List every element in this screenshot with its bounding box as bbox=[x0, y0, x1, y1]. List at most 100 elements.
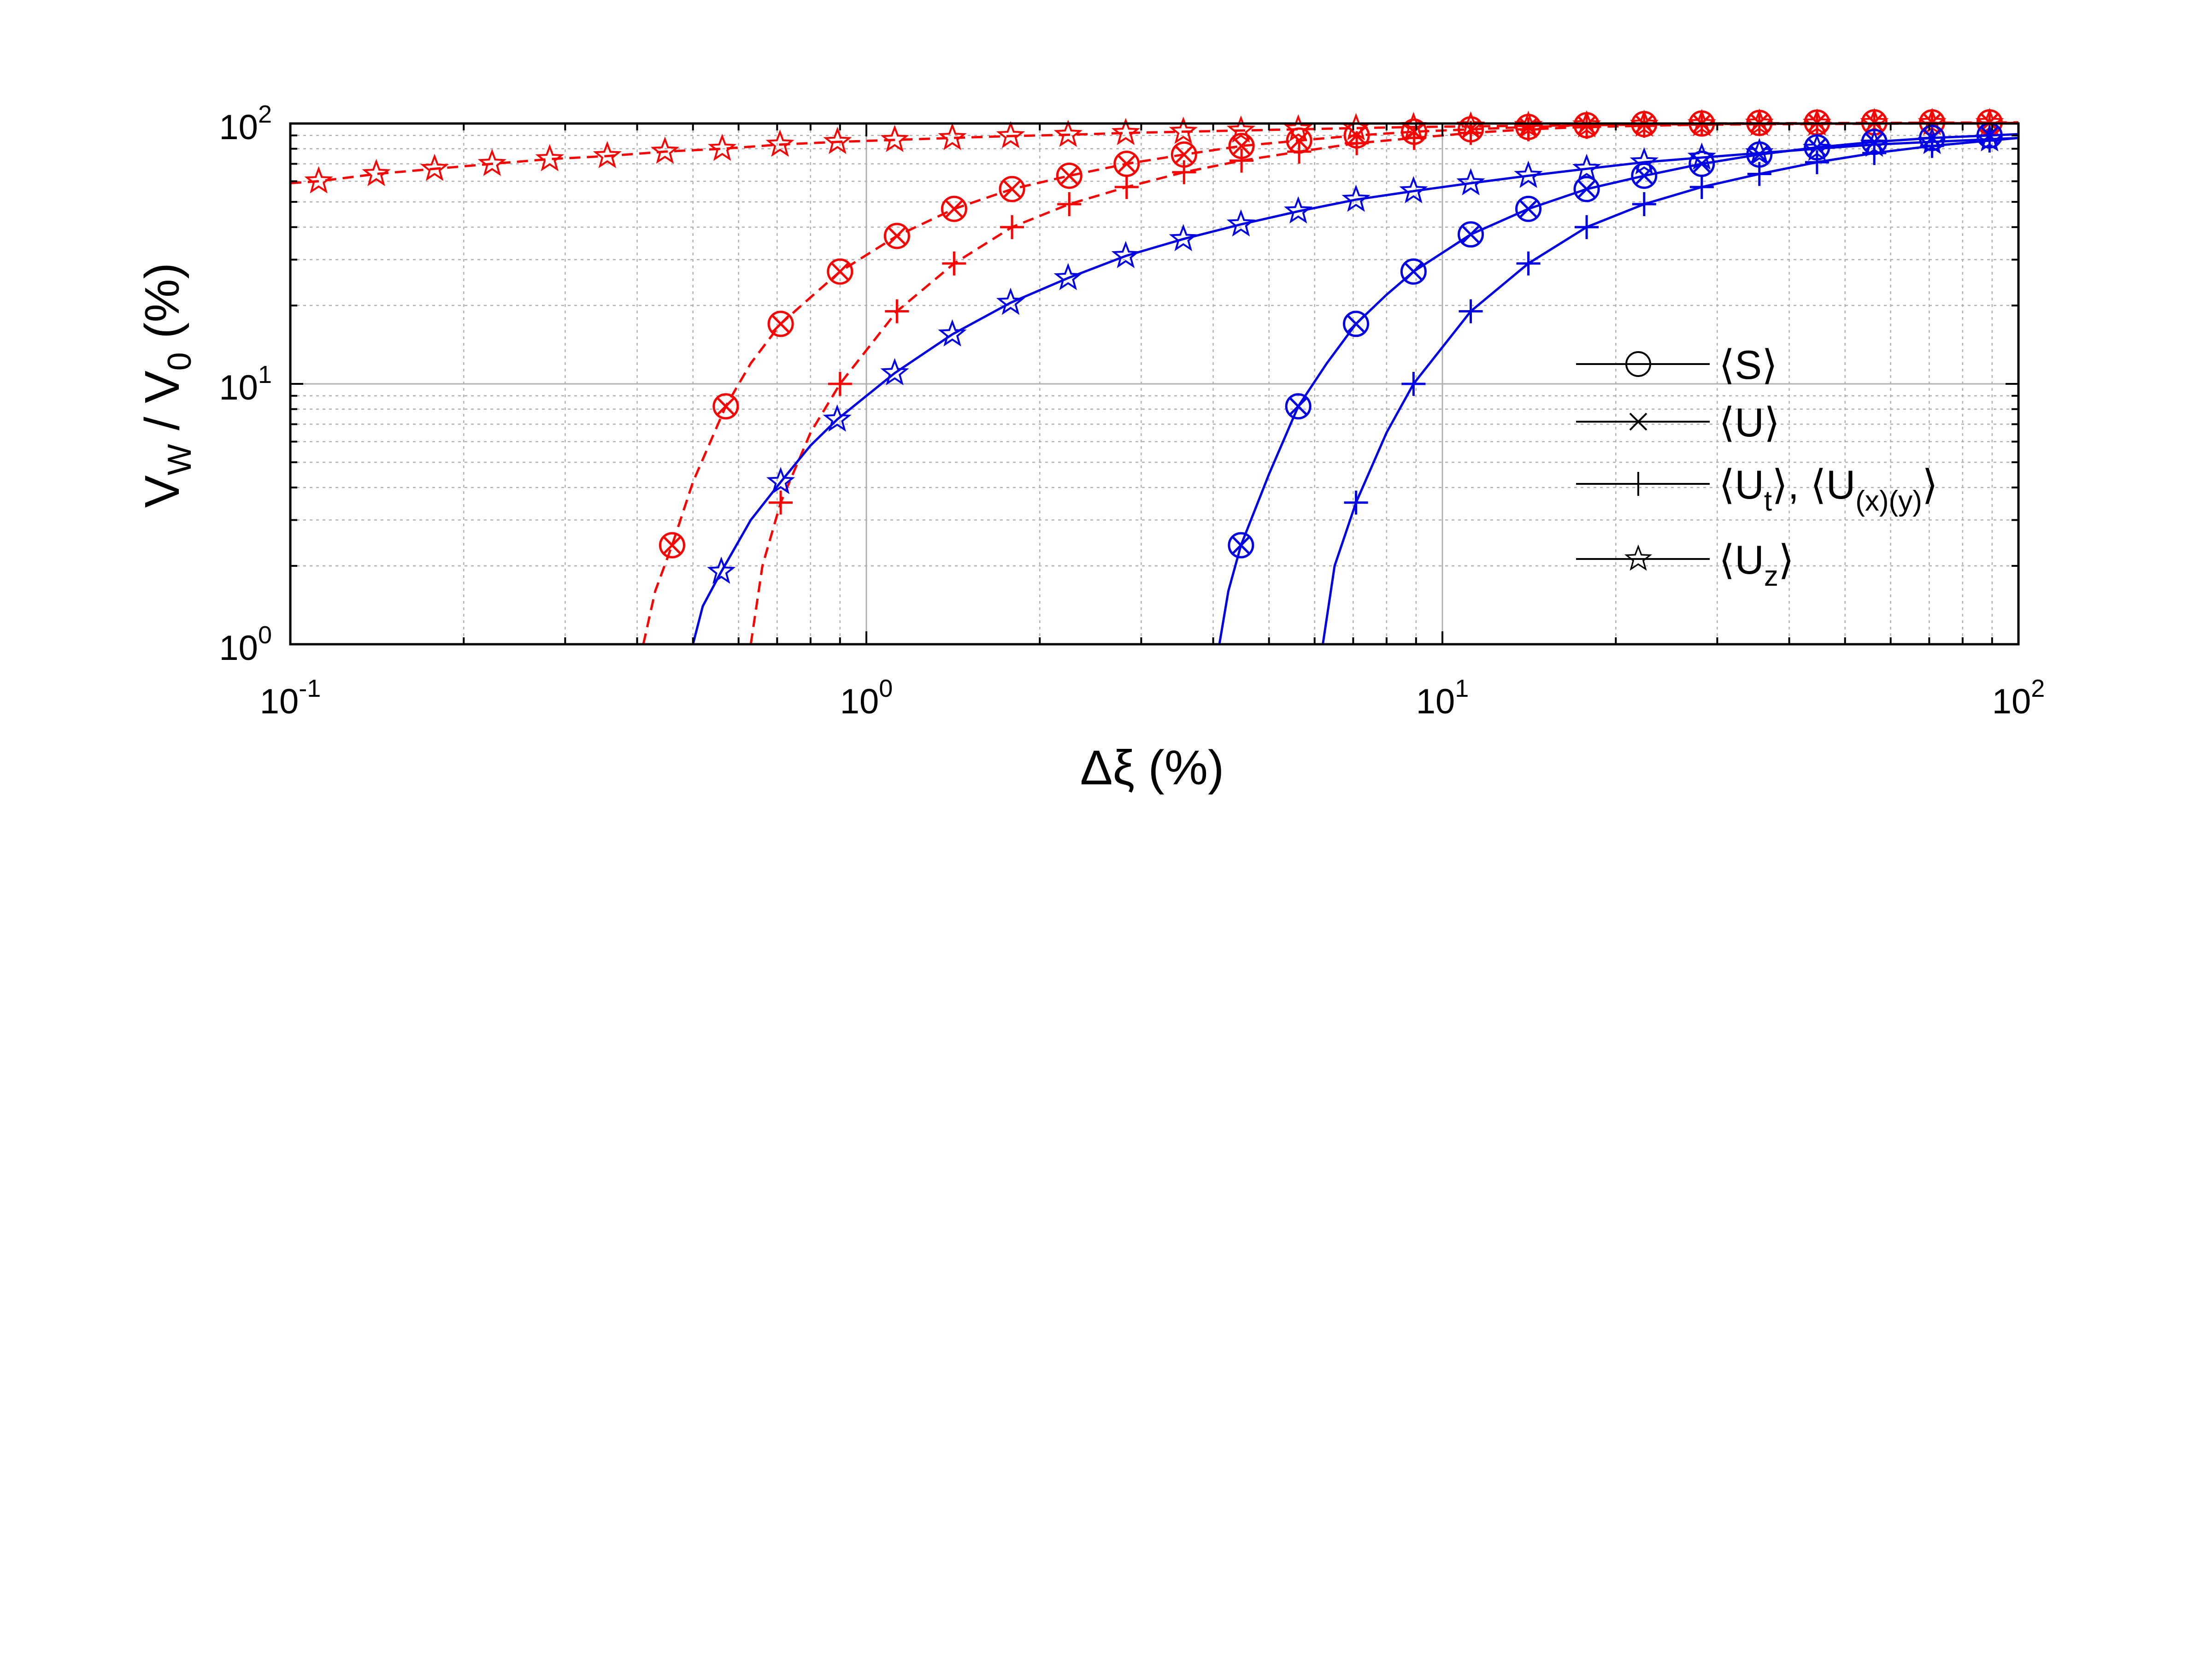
star-marker bbox=[1745, 108, 1774, 136]
star-marker bbox=[1572, 110, 1601, 138]
x-marker bbox=[1635, 166, 1653, 185]
series-3-point-16 bbox=[1630, 147, 1659, 175]
series-2-point-12 bbox=[996, 121, 1025, 148]
plus-marker bbox=[1575, 215, 1599, 239]
series-1-point-8 bbox=[1230, 148, 1254, 173]
legend-entry-2: ⟨Ut⟩, ⟨U(x)(y)⟩ bbox=[1576, 462, 1938, 517]
legend-label-part: ⟨U bbox=[1719, 537, 1764, 582]
star-marker bbox=[765, 129, 794, 157]
star-marker bbox=[304, 166, 333, 194]
x-tick-label-1: 100 bbox=[840, 675, 893, 721]
star-marker bbox=[1226, 115, 1256, 143]
circle-marker bbox=[1056, 162, 1082, 189]
legend-label-part: ⟨U⟩ bbox=[1719, 400, 1780, 445]
series-2-point-3 bbox=[477, 148, 506, 176]
plus-marker bbox=[1575, 115, 1599, 139]
series-2-point-21 bbox=[1514, 111, 1543, 138]
y-axis-title-zero-sub: 0 bbox=[161, 352, 198, 371]
x-marker bbox=[771, 315, 790, 333]
series-4-point-5 bbox=[1515, 195, 1542, 222]
series-3-point-10 bbox=[1284, 196, 1313, 224]
plus-marker bbox=[769, 490, 793, 515]
legend-label-part: ⟨U bbox=[1719, 462, 1764, 507]
x-tick-label-base: 10 bbox=[1416, 682, 1455, 721]
series-3-point-9 bbox=[1226, 209, 1256, 237]
star-marker bbox=[1284, 196, 1313, 224]
circle-marker bbox=[767, 311, 794, 337]
star-marker bbox=[823, 127, 852, 154]
star-marker bbox=[1687, 109, 1716, 136]
series-2-point-24 bbox=[1687, 109, 1716, 136]
star-marker bbox=[362, 159, 391, 187]
series-2-point-14 bbox=[1111, 118, 1140, 145]
x-tick-label-base: 10 bbox=[260, 682, 299, 721]
circle-marker bbox=[1625, 351, 1651, 377]
series-1-point-12 bbox=[1459, 121, 1483, 145]
star-marker bbox=[880, 124, 909, 153]
series-5-point-2 bbox=[1459, 299, 1483, 324]
y-axis-title: VW / V0 (%) bbox=[135, 263, 198, 508]
plus-marker bbox=[1345, 131, 1369, 155]
series-0-point-0 bbox=[659, 532, 685, 559]
circle-marker bbox=[1573, 176, 1600, 202]
star-marker bbox=[1053, 263, 1082, 290]
series-2-point-8 bbox=[765, 129, 794, 157]
series-2-point-15 bbox=[1169, 117, 1198, 144]
star-marker bbox=[1802, 108, 1832, 136]
series-5-point-0 bbox=[1344, 490, 1368, 515]
series-4-point-4 bbox=[1458, 221, 1484, 248]
series-4-point-7 bbox=[1631, 162, 1658, 189]
series-3-point-8 bbox=[1169, 224, 1198, 252]
series-1-point-2 bbox=[885, 299, 909, 324]
x-axis-title-symbol: Δξ bbox=[1080, 741, 1135, 795]
legend-entry-0: ⟨S⟩ bbox=[1576, 342, 1777, 388]
x-marker bbox=[1232, 536, 1250, 554]
star-marker bbox=[880, 358, 909, 386]
plus-marker bbox=[1689, 175, 1714, 199]
y-axis-title-unit: (%) bbox=[135, 263, 189, 352]
y-tick-label-base: 10 bbox=[219, 368, 258, 407]
series-0-point-5 bbox=[941, 195, 967, 222]
series-2-point-23 bbox=[1630, 109, 1659, 137]
series-2-point-17 bbox=[1284, 114, 1313, 142]
series-5-point-6 bbox=[1689, 175, 1714, 199]
x-tick-label-base: 10 bbox=[840, 682, 879, 721]
series-0-point-3 bbox=[827, 258, 853, 285]
series-5-point-1 bbox=[1401, 372, 1426, 396]
series-3-point-18 bbox=[1745, 138, 1774, 165]
star-marker bbox=[938, 319, 967, 347]
plus-marker bbox=[1747, 162, 1771, 186]
series-3-point-12 bbox=[1399, 176, 1428, 204]
x-marker bbox=[1003, 180, 1021, 199]
series-5-point-3 bbox=[1516, 251, 1541, 276]
series-3-point-3 bbox=[880, 358, 909, 386]
star-marker bbox=[535, 144, 564, 171]
star-marker bbox=[477, 148, 506, 176]
star-marker bbox=[766, 467, 795, 494]
plus-marker bbox=[1401, 372, 1426, 396]
series-1-point-14 bbox=[1575, 115, 1599, 139]
plus-marker bbox=[1862, 141, 1887, 165]
plus-marker bbox=[1459, 299, 1483, 324]
series-5-point-9 bbox=[1862, 141, 1887, 165]
series-1-point-5 bbox=[1057, 192, 1082, 217]
x-tick-label-base: 10 bbox=[1992, 682, 2031, 721]
series-1-point-10 bbox=[1345, 131, 1369, 155]
plus-marker bbox=[885, 299, 909, 324]
series-2-point-22 bbox=[1572, 110, 1601, 138]
circle-marker bbox=[1400, 258, 1427, 285]
plus-marker bbox=[1114, 175, 1139, 199]
series-4 bbox=[1218, 122, 2018, 644]
plus-marker bbox=[1516, 251, 1541, 276]
x-marker bbox=[1347, 315, 1365, 333]
star-marker bbox=[708, 134, 737, 161]
series-0-point-4 bbox=[883, 223, 910, 249]
star-marker bbox=[420, 153, 449, 181]
circle-marker bbox=[999, 176, 1025, 202]
y-tick-label-base: 10 bbox=[219, 108, 258, 147]
star-marker bbox=[1630, 109, 1659, 137]
y-axis-title-v: V bbox=[135, 475, 189, 508]
x-marker bbox=[945, 200, 964, 218]
series-4-point-0 bbox=[1228, 532, 1254, 559]
star-marker bbox=[1572, 153, 1601, 181]
